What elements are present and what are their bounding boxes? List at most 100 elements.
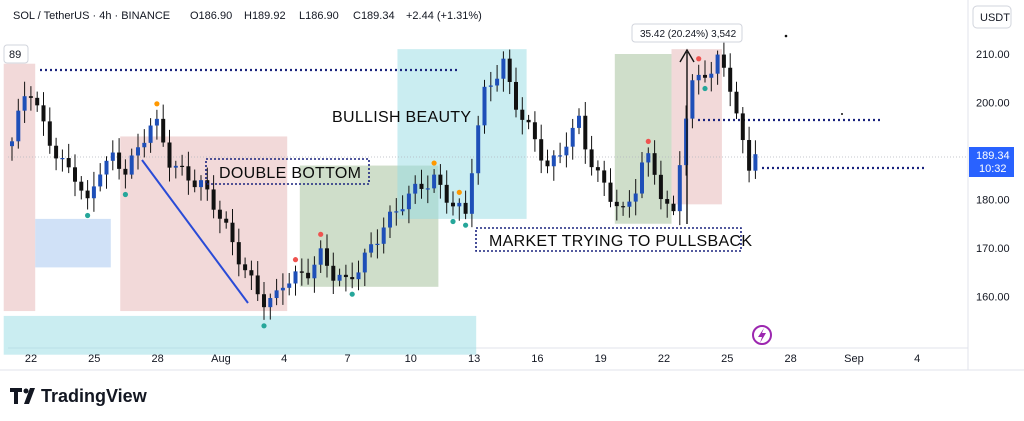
signal-dot-sell (431, 160, 437, 166)
candle-down (262, 294, 266, 308)
candle-up (577, 115, 581, 128)
candle-down (507, 58, 512, 82)
measure-label: 35.42 (20.24%) 3,542 (640, 29, 737, 40)
candle-down (595, 167, 600, 171)
candle-up (640, 162, 644, 194)
annotation-double-bottom-box (205, 158, 370, 185)
signal-dot-buy (85, 212, 91, 219)
current-price-countdown: 10:32 (979, 163, 1007, 175)
candle-down (85, 190, 90, 199)
candle-up (690, 80, 695, 119)
candle-up (337, 274, 342, 281)
candle-up (98, 174, 103, 187)
candle-down (602, 170, 607, 183)
candle-up (16, 110, 21, 142)
zone-1 (35, 218, 111, 268)
candle-down (621, 206, 626, 208)
candle-down (451, 202, 455, 207)
candle-down (463, 202, 468, 214)
candle-down (520, 109, 525, 120)
zone-6 (614, 54, 672, 224)
candle-down (721, 54, 726, 68)
candle-up (274, 290, 279, 299)
candle-down (28, 96, 33, 98)
candle-up (677, 165, 682, 212)
candle-down (331, 265, 336, 281)
trend-line (141, 159, 249, 304)
signal-dot-sell (696, 56, 702, 62)
candle-down (205, 180, 210, 190)
signal-dot-buy (122, 191, 128, 198)
candle-down (217, 209, 222, 219)
candle-up (488, 85, 493, 87)
candle-down (325, 248, 329, 266)
candle-down (438, 174, 443, 185)
time-tick-label: 25 (88, 353, 100, 365)
signal-dot-sell (456, 189, 462, 195)
tradingview-logo-icon[interactable] (10, 388, 35, 404)
candle-down (79, 181, 84, 191)
candle-down (47, 121, 52, 146)
candle-down (728, 67, 733, 92)
candle-down (350, 277, 355, 280)
candle-up (104, 160, 109, 175)
candle-down (514, 81, 518, 110)
ohlc-open: O186.90 (190, 10, 232, 22)
candle-down (249, 270, 254, 276)
candle-up (394, 211, 399, 213)
candle-down (73, 167, 77, 182)
candle-up (457, 202, 462, 207)
candle-up (22, 96, 27, 111)
current-price-label-box (969, 147, 1014, 177)
candle-up (432, 174, 437, 189)
signal-dot-buy (261, 323, 267, 329)
time-axis[interactable]: 22 25 28 Aug 4 7 10 13 16 19 22 25 28 Sep 4 (25, 353, 920, 365)
brand-name[interactable]: TradingView (41, 386, 148, 406)
candle-down (608, 182, 613, 202)
price-tick-label: 180.00 (976, 195, 1010, 207)
time-tick-label: 22 (25, 353, 37, 365)
candle-up (148, 125, 153, 143)
candle-up (280, 287, 285, 291)
candle-up (501, 58, 506, 79)
candle-up (696, 74, 701, 81)
candle-down (740, 113, 745, 141)
signal-dot-sell (645, 138, 651, 145)
candle-down (658, 174, 663, 200)
stray-dot (784, 34, 788, 38)
candle-up (173, 165, 178, 168)
candle-down (444, 184, 449, 203)
candle-down (123, 168, 128, 175)
candle-up (129, 155, 134, 175)
zones-layer (3, 49, 722, 355)
candle-down (703, 74, 707, 78)
signal-dots-layer (85, 56, 708, 329)
candle-up (142, 142, 147, 148)
candle-down (161, 118, 166, 143)
time-tick-label: 7 (344, 353, 350, 365)
symbol-info[interactable]: SOL / TetherUS · 4h · BINANCE (13, 10, 170, 22)
current-price-value: 189.34 (976, 150, 1010, 162)
candle-down (526, 119, 531, 123)
candle-down (230, 222, 235, 243)
candle-up (136, 147, 140, 156)
stray-dot-2 (841, 113, 843, 115)
candle-up (476, 125, 481, 174)
candle-up (646, 153, 651, 163)
candle-down (583, 115, 588, 150)
annotation-pullback-box (475, 227, 742, 252)
candle-up (558, 155, 563, 157)
time-tick-label: 16 (531, 353, 543, 365)
candle-up (715, 54, 720, 74)
candle-down (66, 158, 71, 168)
candle-up (312, 264, 317, 279)
candle-up (495, 78, 500, 86)
ohlc-close: C189.34 (353, 10, 395, 22)
currency-button[interactable] (972, 5, 1012, 29)
candle-down (167, 142, 172, 168)
candle-up (356, 272, 361, 280)
time-tick-label: 4 (281, 353, 287, 365)
measure-label-box (631, 23, 743, 43)
lightning-icon[interactable] (752, 325, 772, 345)
